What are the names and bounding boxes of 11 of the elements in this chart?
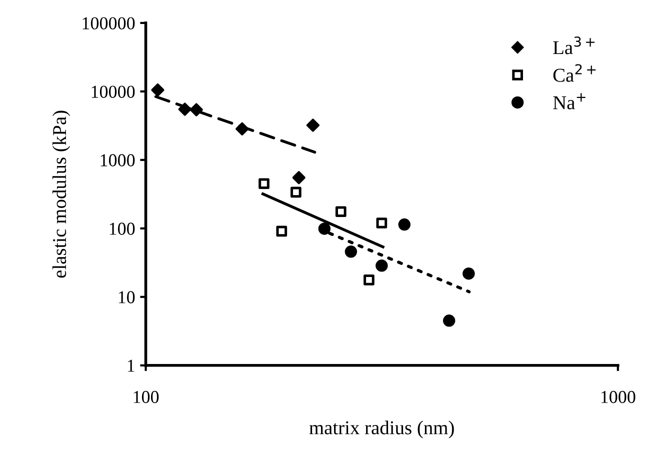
y-tick-label: 10000 <box>92 86 135 98</box>
y-tick-label: 10 <box>118 291 135 304</box>
legend-label: La$^{3+}$ <box>553 36 595 54</box>
y-tick-label: 1000 <box>100 154 135 166</box>
y-tick-label: 100000 <box>82 17 135 30</box>
x-axis-title: matrix radius (nm) <box>309 420 454 438</box>
legend-label: Na$^{+}$ <box>553 93 586 110</box>
legend-label: Ca$^{2+}$ <box>553 64 596 82</box>
y-tick-label: 1 <box>128 360 134 372</box>
y-tick-label: 100 <box>110 222 135 235</box>
y-axis-title: elastic modulus (kPa) <box>52 110 70 278</box>
